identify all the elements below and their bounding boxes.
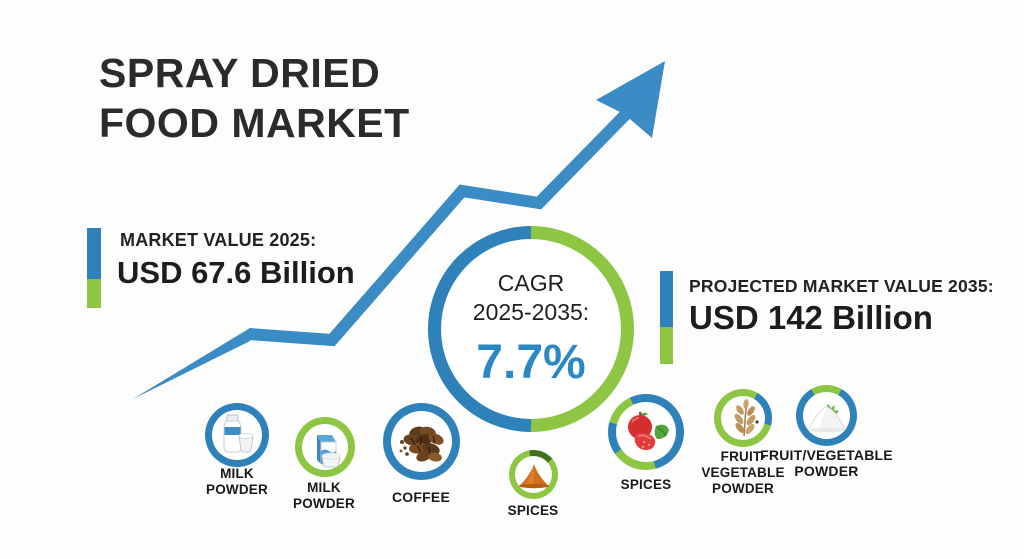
- bar-blue-segment: [660, 271, 673, 327]
- milk-carton-icon: [317, 435, 341, 468]
- category-label-fruit-vegetable-powder: FRUIT- VEGETABLE POWDER: [701, 449, 785, 496]
- coffee-beans-icon: [399, 426, 444, 462]
- cagr-panel: CAGR 2025-2035: 7.7%: [441, 239, 621, 419]
- page-title-line2: FOOD MARKET: [99, 100, 410, 146]
- fruits-icon: [628, 411, 669, 450]
- category-ring-milk-powder-1: [205, 403, 269, 467]
- cagr-label-line1: CAGR: [497, 270, 565, 296]
- category-ring-coffee: [383, 403, 460, 480]
- category-label-spices-2: SPICES: [620, 477, 672, 492]
- spice-pile-icon: [518, 463, 549, 488]
- market-2035-bar: [660, 271, 673, 364]
- category-label-milk-powder-1: MILK POWDER: [206, 466, 268, 497]
- category-ring-fruit-vegetable-powder: [714, 389, 772, 447]
- category-ring-milk-powder-2: [295, 417, 355, 477]
- category-label-spices-1: SPICES: [507, 503, 559, 518]
- market-2025-bar: [87, 228, 101, 308]
- market-2035-value: USD 142 Billion: [689, 299, 933, 336]
- category-ring-fruit-vegetable-powder-2: [796, 385, 857, 446]
- page-title: SPRAY DRIED FOOD MARKET: [99, 48, 410, 148]
- cagr-value: 7.7%: [476, 336, 586, 389]
- category-label-milk-powder-2: MILK POWDER: [293, 480, 355, 511]
- page-title-line1: SPRAY DRIED: [99, 50, 381, 96]
- cagr-ring: CAGR 2025-2035: 7.7%: [428, 226, 634, 432]
- milk-bottle-icon: [223, 414, 254, 453]
- powder-pile-icon: [807, 403, 846, 432]
- category-ring-spices-2: [608, 394, 684, 470]
- category-label-fruit-vegetable-powder-2: FRUIT/VEGETABLE POWDER: [760, 447, 893, 479]
- bar-green-segment: [87, 279, 101, 308]
- category-label-coffee: COFFEE: [392, 489, 450, 505]
- market-2025-value: USD 67.6 Billion: [117, 255, 355, 290]
- market-2035-label: PROJECTED MARKET VALUE 2035:: [689, 276, 994, 296]
- wheat-sprig-icon: [734, 399, 759, 437]
- bar-blue-segment: [87, 228, 101, 279]
- cagr-label-line2: 2025-2035:: [472, 299, 590, 325]
- market-2025-label: MARKET VALUE 2025:: [120, 230, 317, 250]
- bar-green-segment: [660, 327, 673, 364]
- category-ring-spices-1: [509, 450, 558, 499]
